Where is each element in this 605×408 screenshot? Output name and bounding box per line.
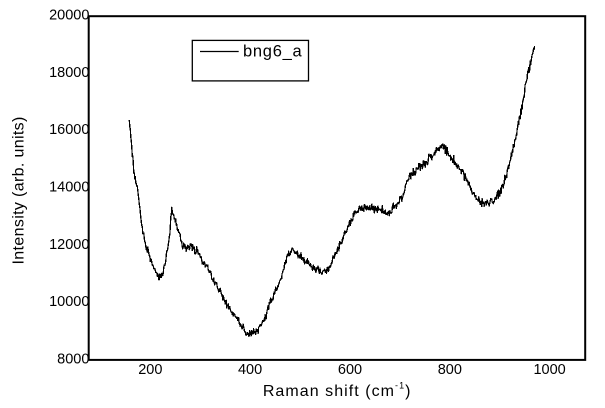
svg-text:Raman shift (cm-1): Raman shift (cm-1) — [263, 381, 412, 400]
svg-text:Intensity (arb. units): Intensity (arb. units) — [11, 116, 28, 264]
svg-text:10000: 10000 — [49, 294, 89, 310]
svg-text:20000: 20000 — [49, 8, 89, 24]
svg-text:8000: 8000 — [57, 351, 89, 367]
svg-text:14000: 14000 — [49, 179, 89, 195]
svg-text:200: 200 — [138, 362, 162, 378]
svg-text:400: 400 — [238, 362, 262, 378]
svg-text:bng6_a: bng6_a — [243, 42, 302, 60]
svg-text:18000: 18000 — [49, 65, 89, 81]
svg-text:12000: 12000 — [49, 237, 89, 253]
svg-text:600: 600 — [338, 362, 362, 378]
svg-text:16000: 16000 — [49, 122, 89, 138]
svg-text:800: 800 — [438, 362, 462, 378]
svg-text:1000: 1000 — [533, 362, 565, 378]
